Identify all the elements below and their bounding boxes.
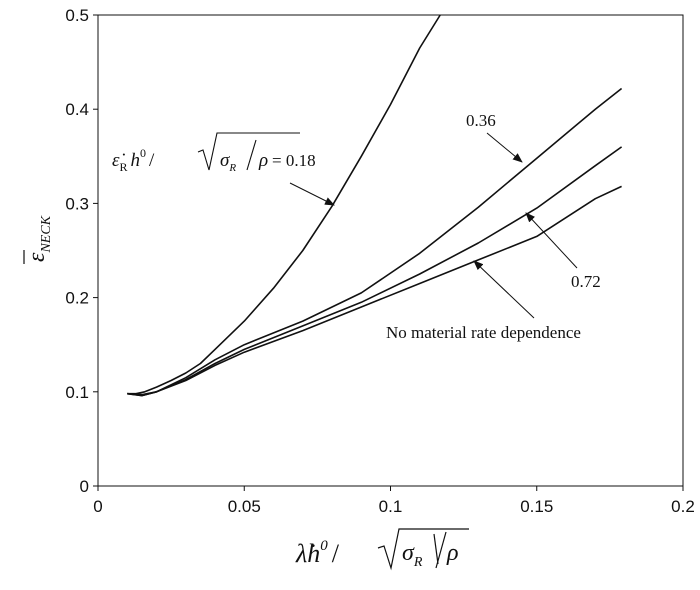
annotation-curve-018: ε̇R h0/ σR ρ = 0.18 [112,133,334,205]
x-tick-label: 0.1 [379,497,403,516]
svg-text:σR: σR [402,540,423,570]
annotation-018-sup: 0 [140,146,146,160]
svg-text:σR: σR [220,150,236,174]
annotation-072-text: 0.72 [571,272,601,291]
svg-text:λ̇h0/: λ̇h0/ [295,538,340,568]
x-tick-label: 0.2 [671,497,695,516]
plot-frame [98,15,683,486]
annotation-018-arrow [290,183,334,205]
x-tick-label: 0 [93,497,102,516]
x-axis-label-sigma-sub: R [413,555,423,570]
x-axis-label-base: λ̇h [295,539,320,568]
x-tick-label: 0.05 [228,497,261,516]
annotation-072-arrow [526,213,577,268]
annotation-036-text: 0.36 [466,111,496,130]
x-axis-label-sup: 0 [320,538,328,554]
y-tick-label: 0.5 [65,6,89,25]
y-tick-label: 0.1 [65,383,89,402]
x-axis-label-divider [434,534,438,564]
x-tick-label: 0.15 [520,497,553,516]
annotation-036-arrow [487,133,522,162]
annotation-018-sigma-sub: R [228,162,236,174]
y-axis-label: εNECK [24,215,54,264]
series-line-2 [127,147,621,396]
x-axis-label-rho: ρ [446,540,459,566]
annotation-018-h: h [131,150,141,171]
svg-text:εNECK: εNECK [24,215,54,262]
annotation-018-rho: ρ [258,150,268,171]
y-axis-label-sub: NECK [39,215,54,253]
x-axis-label-tall-slash [436,532,446,568]
annotation-curve-072: 0.72 [526,213,601,291]
y-tick-label: 0.4 [65,100,89,119]
annotation-018-slash [247,140,256,170]
annotation-curve-036: 0.36 [466,111,522,162]
annotation-no-rate-text: No material rate dependence [386,323,581,342]
annotation-018-eq: = 0.18 [272,151,316,170]
y-tick-label: 0 [80,477,89,496]
x-axis-label: λ̇h0/ σR ρ [295,529,469,570]
x-axis-ticks: 0 0.05 0.1 0.15 0.2 [93,486,695,516]
annotation-018-eps-sub: R [120,160,128,174]
annotation-no-rate-arrow [474,261,534,318]
y-tick-label: 0.2 [65,289,89,308]
y-axis-ticks: 0 0.1 0.2 0.3 0.4 0.5 [65,6,98,496]
annotation-no-rate: No material rate dependence [386,261,581,342]
svg-text:ε̇Rh0/: ε̇R h0/ [112,146,155,174]
y-tick-label: 0.3 [65,194,89,213]
